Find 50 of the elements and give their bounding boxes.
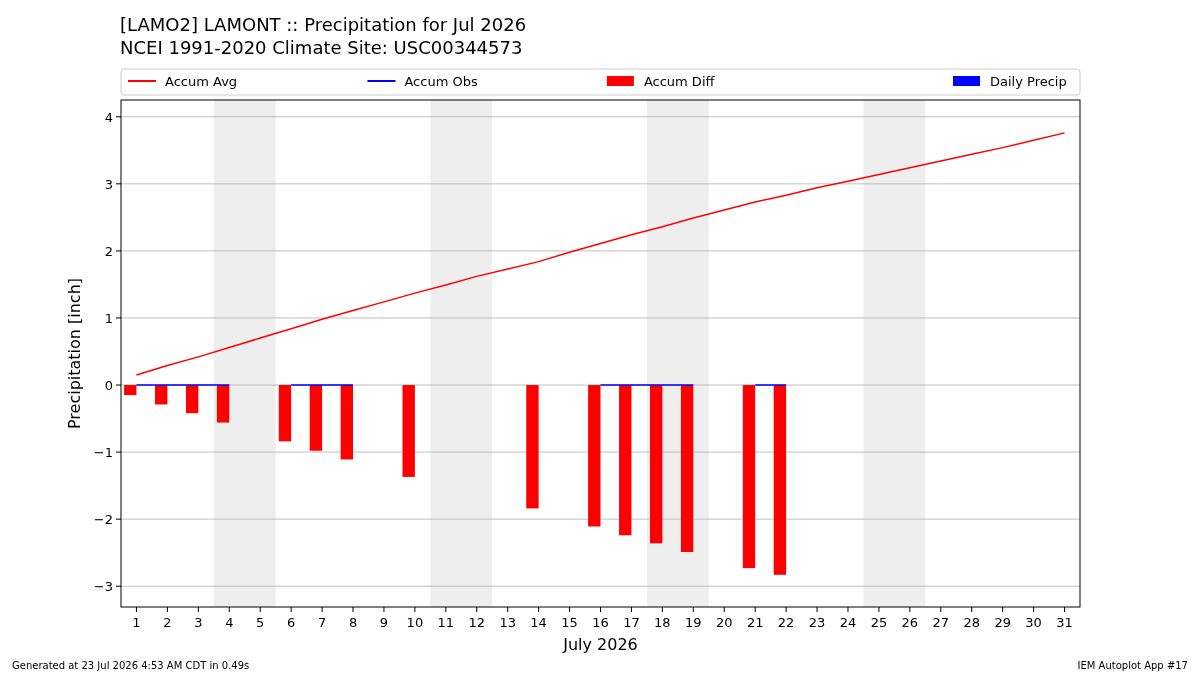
x-tick-label: 14 (530, 615, 547, 630)
x-tick-label: 29 (994, 615, 1011, 630)
x-tick-label: 16 (592, 615, 609, 630)
x-tick-label: 13 (499, 615, 516, 630)
x-tick-label: 22 (777, 615, 795, 630)
x-tick-label: 7 (317, 615, 327, 630)
x-tick-label: 18 (654, 615, 671, 630)
x-tick-label: 2 (163, 615, 172, 630)
legend-label: Accum Avg (165, 74, 238, 89)
y-tick-label: −3 (93, 579, 113, 595)
x-tick-label: 1 (132, 615, 141, 630)
x-tick-label: 10 (406, 615, 424, 630)
x-tick-label: 26 (901, 615, 919, 630)
x-tick-label: 6 (287, 615, 296, 630)
x-tick-label: 12 (468, 615, 486, 630)
chart-subtitle: NCEI 1991-2020 Climate Site: USC00344573 (120, 37, 523, 58)
x-tick-label: 5 (256, 615, 265, 630)
x-tick-label: 9 (379, 615, 389, 630)
x-tick-label: 23 (808, 615, 826, 630)
y-tick-label: 0 (104, 378, 113, 394)
legend-label: Accum Obs (404, 74, 478, 89)
text: Generated at 23 Jul 2026 4:53 AM CDT in 0.49s (12, 660, 250, 671)
x-tick-label: 17 (623, 615, 640, 630)
x-tick-label: 3 (194, 615, 203, 630)
y-axis-title: Precipitation [inch] (65, 277, 84, 430)
x-tick-label: 28 (963, 615, 980, 630)
y-tick-label: −1 (93, 445, 113, 461)
legend-label: Accum Diff (643, 74, 716, 89)
x-tick-label: 20 (715, 615, 733, 630)
x-tick-label: 19 (685, 615, 702, 630)
x-tick-label: 8 (348, 615, 358, 630)
y-tick-label: −2 (93, 512, 113, 528)
x-tick-label: 24 (839, 615, 857, 630)
line-series (135, 132, 1066, 376)
y-tick-label: 1 (104, 310, 113, 326)
y-tick-label: 2 (104, 243, 113, 259)
x-tick-label: 11 (437, 615, 455, 630)
chart-title: [LAMO2] LAMONT :: Precipitation for Jul 2026 (120, 14, 527, 35)
x-tick-label: 15 (561, 615, 578, 630)
y-tick-label: 3 (104, 176, 113, 192)
x-tick-label: 4 (225, 615, 234, 630)
x-tick-label: 30 (1025, 615, 1042, 630)
x-tick-label: 25 (870, 615, 888, 630)
x-axis-title: July 2026 (562, 635, 638, 654)
y-tick-label: 4 (104, 109, 113, 125)
x-tick-label: 21 (746, 615, 764, 630)
x-tick-label: 27 (932, 615, 950, 630)
x-tick-label: 31 (1056, 615, 1073, 630)
text: IEM Autoplot App #17 (1077, 660, 1188, 671)
legend-label: Daily Precip (990, 74, 1067, 89)
